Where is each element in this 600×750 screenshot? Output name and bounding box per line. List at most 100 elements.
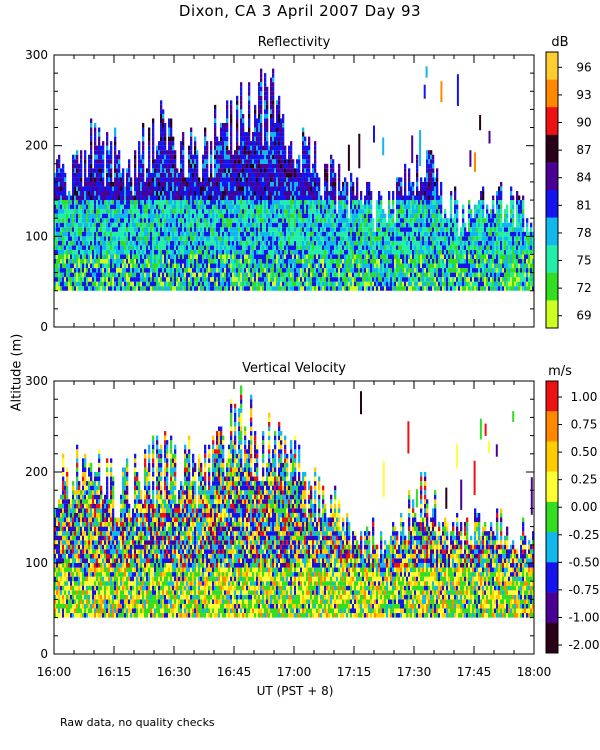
echo-streak [360, 391, 362, 415]
echo-streak [473, 460, 476, 495]
echo-streak [415, 489, 418, 508]
colorbar-label: 0.75 [571, 418, 598, 432]
footnote: Raw data, no quality checks [60, 716, 215, 729]
colorbar-swatch [546, 52, 558, 80]
colorbar-label: 0.50 [571, 445, 598, 459]
colorbar-unit: dB [551, 35, 568, 50]
colorbar-label: 69 [576, 309, 591, 323]
panel-vertical-velocity: Vertical Velocity 0 100 200 300 16:00 16:15 16:… [25, 361, 599, 679]
echo-streak [474, 152, 476, 172]
echo-streak [382, 137, 385, 156]
colorbar-swatch [546, 562, 558, 593]
colorbar: dB 96 93 90 87 84 81 78 75 72 69 [545, 35, 592, 329]
colorbar-label: 90 [576, 116, 591, 130]
echo-streak [373, 125, 375, 143]
echo-streak [456, 444, 459, 468]
colorbar-swatch [546, 300, 558, 329]
x-tick-label: 18:00 [517, 665, 552, 679]
colorbar-swatch [546, 162, 558, 191]
heatmap-cells [54, 385, 535, 618]
echo-streak [456, 74, 459, 106]
echo-streak [530, 477, 533, 515]
y-tick-label: 100 [25, 229, 48, 243]
colorbar-swatch [546, 622, 558, 654]
colorbar-swatch [546, 592, 558, 624]
echo-streak [440, 81, 443, 103]
echo-streak [479, 115, 482, 131]
x-tick-label: 16:15 [97, 665, 132, 679]
colorbar-frame [545, 380, 559, 654]
echo-streak [407, 421, 410, 454]
x-tick-label: 17:00 [277, 665, 312, 679]
y-tick-label: 200 [25, 139, 48, 153]
echo-streak [358, 133, 361, 169]
colorbar-swatch [546, 471, 558, 503]
y-tick-label: 300 [25, 48, 48, 62]
colorbar: m/s 1.00 0.75 0.50 0.25 0.00 -0.25 -0.50 -0.75 -1… [545, 364, 600, 654]
colorbar-label: -1.00 [568, 610, 599, 624]
y-tick-label: 0 [40, 320, 48, 334]
colorbar-label: 84 [576, 171, 591, 185]
colorbar-label: 96 [576, 60, 591, 74]
colorbar-unit: m/s [548, 364, 572, 379]
echo-streak [488, 130, 491, 144]
colorbar-label: 78 [576, 226, 591, 240]
panel-title: Vertical Velocity [242, 361, 346, 376]
y-tick-label: 200 [25, 465, 48, 479]
colorbar-label: -0.75 [568, 583, 599, 597]
colorbar-swatch [546, 190, 558, 218]
colorbar-label: 1.00 [571, 390, 598, 404]
echo-streak [488, 441, 490, 453]
colorbar-swatch [546, 501, 558, 533]
x-tick-label: 17:15 [337, 665, 372, 679]
colorbar-label: -0.50 [568, 555, 599, 569]
x-tick-label: 16:00 [37, 665, 72, 679]
colorbar-frame [545, 51, 559, 329]
x-axis-label: UT (PST + 8) [256, 684, 334, 698]
x-tick-label: 16:30 [157, 665, 192, 679]
panel-reflectivity: Reflectivity 0 100 200 300 dB 96 93 90 87 84 81 78 75… [25, 35, 592, 334]
colorbar-swatch [546, 79, 558, 108]
echo-streak [469, 150, 472, 167]
echo-streak [445, 487, 448, 509]
x-tick-label: 16:45 [217, 665, 252, 679]
echo-streak [382, 461, 385, 498]
colorbar-label: 0.00 [571, 500, 598, 514]
echo-streak [479, 418, 482, 440]
x-tick-label: 17:45 [457, 665, 492, 679]
x-tick-label: 17:30 [397, 665, 432, 679]
echo-streak [425, 66, 428, 78]
y-tick-label: 0 [40, 647, 48, 661]
echo-streak [423, 84, 426, 99]
colorbar-swatch [546, 381, 558, 412]
page-title: Dixon, CA 3 April 2007 Day 93 [178, 2, 422, 20]
colorbar-swatch [546, 134, 558, 163]
colorbar-label: 87 [576, 143, 591, 157]
colorbar-label: 93 [576, 88, 591, 102]
panel-title: Reflectivity [258, 35, 331, 50]
colorbar-label: 81 [576, 198, 591, 212]
colorbar-swatch [546, 107, 558, 136]
colorbar-swatch [546, 411, 558, 442]
colorbar-label: -2.00 [568, 638, 599, 652]
echo-streak [512, 411, 515, 422]
colorbar-label: 72 [576, 281, 591, 295]
y-tick-label: 100 [25, 556, 48, 570]
echo-streak [495, 444, 498, 457]
y-tick-label: 300 [25, 374, 48, 388]
echo-streak [460, 479, 463, 510]
echo-streak [347, 144, 350, 171]
heatmap-cells [54, 66, 535, 291]
echo-streak [411, 135, 414, 164]
colorbar-swatch [546, 245, 558, 274]
colorbar-swatch [546, 441, 558, 472]
colorbar-swatch [546, 532, 558, 563]
colorbar-label: 0.25 [571, 473, 598, 487]
colorbar-label: 75 [576, 254, 591, 268]
echo-streak [484, 423, 487, 436]
colorbar-label: -0.25 [568, 528, 599, 542]
echo-streak [419, 130, 422, 167]
colorbar-swatch [546, 217, 558, 246]
colorbar-swatch [546, 272, 558, 301]
